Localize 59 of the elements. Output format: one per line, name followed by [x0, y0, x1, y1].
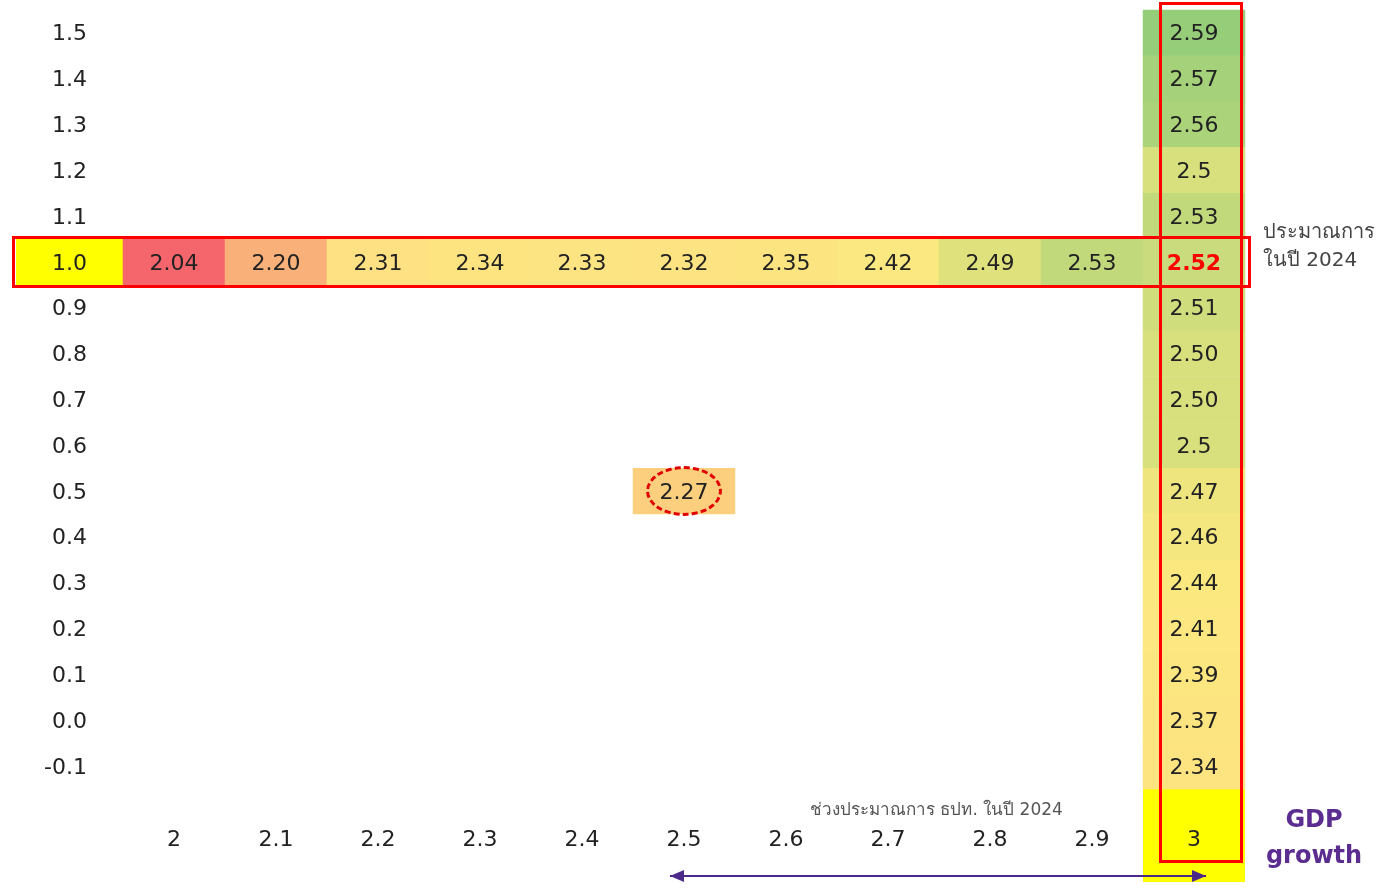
data-label: 2.39 — [1169, 661, 1219, 687]
y-tick-label: 0.7 — [52, 387, 87, 412]
x-tick-label: 2.1 — [258, 825, 294, 851]
x-tick-label: 2.6 — [768, 825, 804, 851]
data-label: 2.32 — [659, 249, 709, 275]
y-tick-label: 0.8 — [52, 341, 87, 367]
data-label: 2.50 — [1169, 341, 1219, 367]
data-label: 2.34 — [455, 249, 505, 275]
data-label: 2.5 — [1176, 157, 1212, 183]
data-label: 2.41 — [1169, 616, 1219, 642]
y-tick-label: 1.5 — [52, 20, 87, 46]
x-tick-label: 3 — [1187, 825, 1201, 851]
data-label: 2.20 — [251, 249, 301, 275]
y-tick-label: 0.3 — [52, 570, 87, 596]
data-label: 2.27 — [659, 478, 709, 504]
y-tick-label: 0.0 — [52, 707, 87, 733]
data-label: 2.47 — [1169, 478, 1219, 504]
x-tick-label: 2.9 — [1074, 825, 1110, 851]
data-label: 2.42 — [863, 249, 913, 275]
data-label: 2.37 — [1169, 707, 1219, 733]
x-tick-label: 2.2 — [360, 825, 396, 851]
x-tick-label: 2.4 — [564, 825, 600, 851]
y-tick-label: 0.4 — [52, 524, 87, 550]
y-tick-label: 1.3 — [52, 112, 87, 138]
y-tick-label: 1.4 — [52, 66, 87, 92]
data-label: 2.5 — [1176, 432, 1212, 458]
x-axis-title: GDP growth — [1264, 804, 1364, 871]
y-tick-label: 0.2 — [52, 616, 87, 642]
y-tick-label: -0.1 — [44, 753, 87, 779]
y-tick-label: 0.6 — [52, 432, 87, 458]
data-label: 2.59 — [1169, 20, 1219, 46]
data-label: 2.46 — [1169, 524, 1219, 550]
data-label: 2.33 — [557, 249, 607, 275]
y-tick-label: 0.1 — [52, 661, 87, 687]
data-label: 2.51 — [1169, 295, 1219, 321]
x-tick-label: 2.3 — [462, 825, 498, 851]
data-label: 2.56 — [1169, 112, 1219, 138]
y-tick-label: 1.0 — [52, 249, 87, 275]
data-label: 2.44 — [1169, 570, 1219, 596]
data-label: 2.49 — [965, 249, 1015, 275]
data-label: 2.34 — [1169, 753, 1219, 779]
data-label: 2.04 — [149, 249, 199, 275]
data-label: 2.50 — [1169, 387, 1219, 412]
text: ช่วงประมาณการ ธปท. ในปี 2024 — [810, 798, 1063, 821]
text: ประมาณการ ในปี 2024 — [1263, 218, 1376, 274]
data-label: 2.35 — [761, 249, 811, 275]
y-tick-label: 0.5 — [52, 478, 87, 504]
y-tick-label: 1.2 — [52, 157, 87, 183]
y-tick-label: 0.9 — [52, 295, 87, 321]
data-label: 2.53 — [1169, 203, 1219, 229]
x-tick-label: 2.8 — [972, 825, 1008, 851]
data-label: 2.52 — [1166, 249, 1222, 275]
data-label: 2.53 — [1067, 249, 1117, 275]
x-tick-label: 2.5 — [666, 825, 702, 851]
y-tick-label: 1.1 — [52, 203, 87, 229]
x-tick-label: 2.7 — [870, 825, 906, 851]
x-tick-label: 2 — [167, 825, 181, 851]
data-label: 2.57 — [1169, 66, 1219, 92]
data-label: 2.31 — [353, 249, 403, 275]
